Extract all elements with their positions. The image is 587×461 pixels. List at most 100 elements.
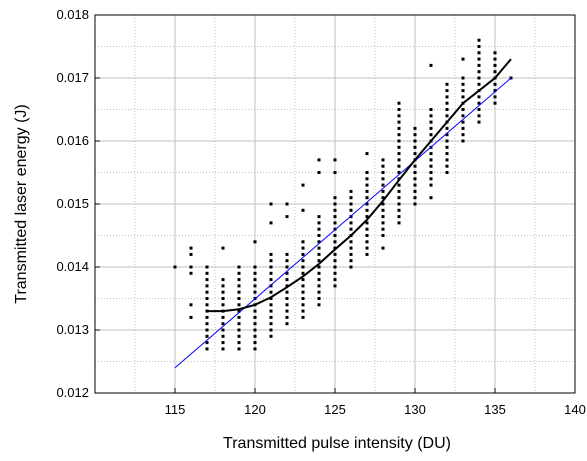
data-point [333,252,337,256]
data-point [413,152,417,156]
data-point [205,341,209,345]
x-tick-label: 140 [564,402,586,417]
data-point [301,259,305,263]
y-tick-label: 0.017 [56,70,89,85]
data-point [349,221,353,225]
data-point [413,177,417,181]
data-point [477,120,481,124]
data-point [445,133,449,137]
data-point [221,284,225,288]
data-point [477,101,481,105]
data-point [317,297,321,300]
y-tick-label: 0.013 [56,322,89,337]
data-point [317,171,321,174]
data-point [253,322,257,326]
data-point [477,57,481,61]
data-point [397,126,401,130]
data-point [445,171,449,174]
data-point [269,334,273,338]
data-point [205,265,209,269]
data-point [461,89,465,93]
data-point [317,158,321,162]
data-point [493,70,497,74]
data-point [493,57,497,61]
data-point [349,227,353,231]
data-point [397,139,401,143]
data-point [381,189,385,193]
data-point [253,315,257,319]
data-point [445,108,449,111]
data-point [205,303,209,307]
data-point [365,234,369,237]
data-point [429,177,433,181]
data-point [205,290,209,294]
data-point [349,246,353,250]
data-point [269,271,273,275]
data-point [221,322,225,326]
data-point [493,101,497,105]
data-point [429,63,433,67]
data-point [221,341,225,345]
data-point [429,108,433,111]
data-point [269,328,273,332]
data-point [461,76,465,80]
data-point [365,183,369,187]
data-point [493,89,497,93]
data-point [205,278,209,282]
data-point [365,246,369,250]
y-axis-title: Transmitted laser energy (J) [13,104,30,303]
data-point [461,126,465,130]
data-point [333,234,337,237]
data-point [429,171,433,174]
data-point [333,278,337,282]
data-point [301,315,305,319]
data-point [205,315,209,319]
data-point [285,309,289,313]
data-point [253,284,257,288]
x-tick-label: 115 [165,402,186,417]
data-point [429,183,433,187]
x-tick-label: 135 [484,402,506,417]
data-point [285,322,289,326]
data-point [285,215,289,219]
data-point [477,38,481,42]
data-point [317,284,321,288]
x-tick-label: 125 [324,402,346,417]
data-point [413,189,417,193]
data-point [301,246,305,250]
data-point [301,208,305,212]
linear-fit-line [174,77,512,369]
data-point [477,76,481,80]
data-point [413,126,417,130]
data-point [237,322,241,326]
data-point [333,208,337,212]
data-point [269,202,273,206]
data-point [397,164,401,168]
data-point [189,315,193,319]
data-point [285,303,289,307]
data-point [413,139,417,143]
data-point [301,297,305,300]
data-point [221,297,225,300]
data-point [349,189,353,193]
data-point [317,246,321,250]
data-point [301,240,305,244]
data-point [221,347,225,351]
data-point [317,252,321,256]
data-point [445,139,449,143]
data-point [381,208,385,212]
data-point [333,221,337,225]
data-point [477,82,481,86]
data-point [349,240,353,244]
data-point [317,271,321,275]
data-point [461,108,465,111]
data-point [253,334,257,338]
data-point [221,303,225,307]
data-point [365,202,369,206]
data-point [237,284,241,288]
data-point [397,145,401,149]
data-point [397,196,401,200]
data-point [317,215,321,219]
data-point [429,126,433,130]
data-point [173,265,177,269]
